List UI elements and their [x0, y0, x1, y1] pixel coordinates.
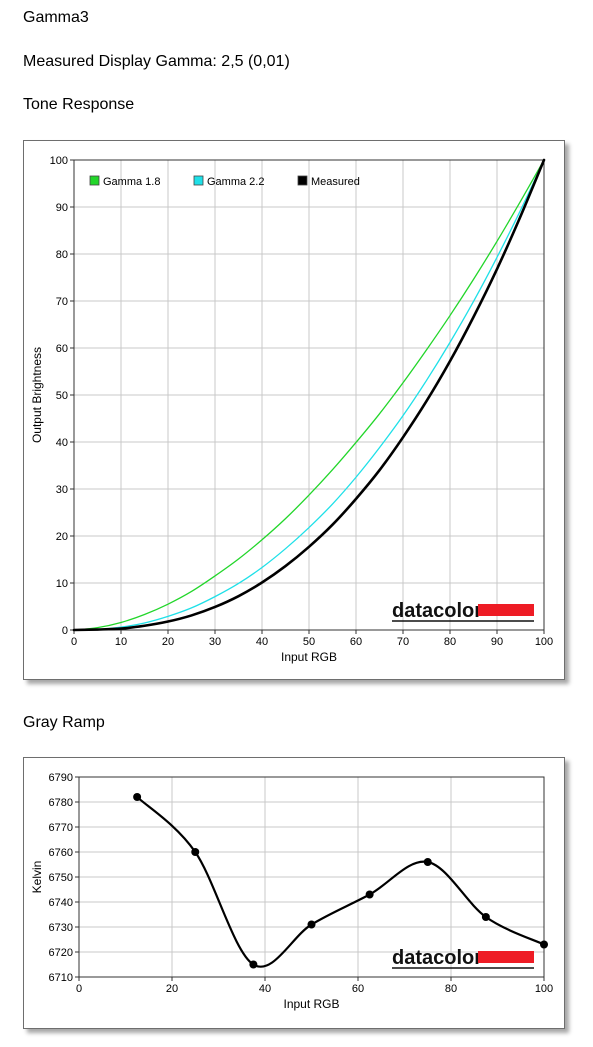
- y-axis-label: Kelvin: [30, 861, 44, 894]
- x-tick-label: 40: [259, 983, 271, 995]
- y-tick-label: 0: [62, 625, 68, 637]
- datacolor-logo-text: datacolor: [392, 600, 482, 622]
- y-axis-label: Output Brightness: [30, 347, 44, 443]
- series-line-series: [136, 795, 546, 968]
- x-axis-label: Input RGB: [283, 997, 339, 1011]
- x-tick-label: 20: [162, 636, 174, 648]
- data-point: [191, 848, 200, 856]
- gray-series-group: [133, 793, 548, 969]
- x-tick-label: 60: [352, 983, 364, 995]
- y-tick-label: 50: [56, 390, 68, 402]
- y-tick-label: 6720: [49, 947, 73, 959]
- x-tick-label: 100: [535, 636, 553, 648]
- data-point: [540, 940, 548, 949]
- tone-grid: [73, 159, 545, 631]
- legend-label-gamma-2-2: Gamma 2.2: [207, 176, 264, 188]
- x-tick-label: 0: [76, 983, 82, 995]
- gray-plot: 0 20 40 60 80 100 6710 6720 6730 6740 6750 6760 6770…: [30, 772, 553, 1011]
- tone-response-heading: Tone Response: [23, 96, 135, 113]
- data-point: [423, 858, 432, 866]
- y-tick-label: 20: [56, 531, 68, 543]
- y-tick-label: 90: [56, 202, 68, 214]
- x-tick-label: 80: [444, 636, 456, 648]
- y-tick-label: 6730: [49, 922, 73, 934]
- x-tick-label: 100: [535, 983, 553, 995]
- tone-plot: 0 10 20 30 40 50 60 70 80 90 100 0 10 20 30 40 50 60 70 80 9…: [30, 155, 553, 664]
- page-title: Gamma3: [23, 9, 89, 26]
- tone-response-svg: 0 10 20 30 40 50 60 70 80 90 100 0 10 20 30 40 50 60 70 80 9…: [30, 155, 553, 664]
- datacolor-watermark: datacolor: [392, 600, 534, 622]
- y-tick-label: 10: [56, 578, 68, 590]
- x-tick-label: 60: [350, 636, 362, 648]
- gray-ramp-svg: 0 20 40 60 80 100 6710 6720 6730 6740 6750 6760 6770…: [30, 772, 553, 1011]
- x-tick-label: 80: [445, 983, 457, 995]
- x-axis-label: Input RGB: [281, 650, 337, 664]
- data-point: [307, 920, 316, 929]
- legend-swatch-gamma-2-2: [193, 175, 204, 186]
- data-point: [133, 793, 142, 801]
- x-tick-label: 0: [71, 636, 77, 648]
- gray-ramp-chart: 0 20 40 60 80 100 6710 6720 6730 6740 6750 6760 6770…: [23, 757, 565, 1029]
- data-point: [481, 913, 490, 921]
- x-tick-label: 40: [256, 636, 268, 648]
- datacolor-logo-bar: [478, 604, 534, 616]
- x-tick-label: 90: [491, 636, 503, 648]
- y-tick-label: 6760: [49, 847, 73, 859]
- y-tick-label: 6750: [49, 872, 73, 884]
- y-tick-label: 6770: [49, 822, 73, 834]
- x-tick-label: 50: [303, 636, 315, 648]
- y-tick-label: 70: [56, 296, 68, 308]
- datacolor-logo-bar: [478, 951, 534, 963]
- datacolor-watermark: datacolor: [392, 947, 534, 969]
- gray-ramp-heading: Gray Ramp: [23, 714, 105, 731]
- y-tick-label: 6740: [49, 897, 73, 909]
- data-point: [249, 960, 258, 969]
- datacolor-logo-text: datacolor: [392, 947, 482, 969]
- x-tick-label: 30: [209, 636, 221, 648]
- y-tick-label: 6790: [49, 772, 73, 784]
- series-line-gamma-2-2: [73, 159, 545, 631]
- legend: Gamma 1.8 Gamma 2.2 Measured: [89, 175, 360, 188]
- legend-label-measured: Measured: [311, 176, 360, 188]
- y-tick-label: 6780: [49, 797, 73, 809]
- series-line-gamma-1-8: [73, 159, 545, 631]
- tone-series-group: [72, 158, 546, 632]
- y-tick-label: 80: [56, 249, 68, 261]
- legend-label-gamma-1-8: Gamma 1.8: [103, 176, 160, 188]
- series-line-measured: [72, 158, 546, 632]
- y-tick-label: 60: [56, 343, 68, 355]
- y-tick-label: 30: [56, 484, 68, 496]
- y-tick-label: 6710: [49, 972, 73, 984]
- data-point: [365, 890, 374, 899]
- legend-swatch-gamma-1-8: [89, 175, 100, 186]
- y-tick-label: 40: [56, 437, 68, 449]
- legend-swatch-measured: [297, 175, 308, 186]
- y-tick-label: 100: [50, 155, 68, 167]
- x-tick-label: 70: [397, 636, 409, 648]
- x-tick-label: 10: [115, 636, 127, 648]
- measured-gamma-text: Measured Display Gamma: 2,5 (0,01): [23, 53, 290, 70]
- x-tick-label: 20: [166, 983, 178, 995]
- tone-response-chart: 0 10 20 30 40 50 60 70 80 90 100 0 10 20 30 40 50 60 70 80 9…: [23, 140, 565, 680]
